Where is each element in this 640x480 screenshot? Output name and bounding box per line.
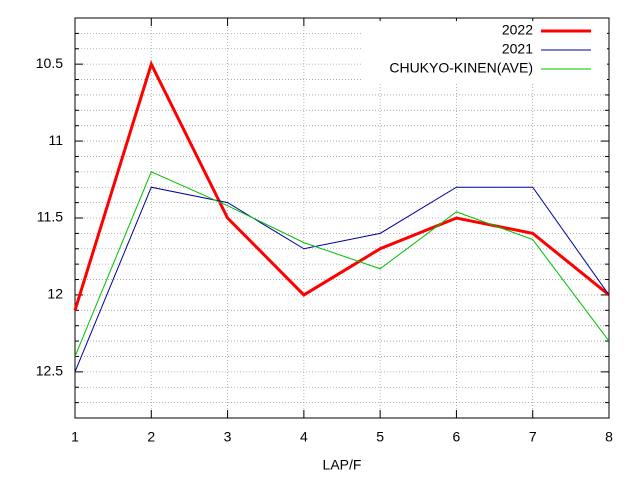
x-tick-label: 3 <box>224 429 232 445</box>
y-tick-label: 12.5 <box>36 363 63 379</box>
y-tick-label: 11.5 <box>37 209 63 225</box>
x-tick-label: 4 <box>300 429 308 445</box>
legend-label: 2022 <box>502 22 533 38</box>
x-tick-label: 8 <box>605 429 613 445</box>
x-tick-label: 1 <box>71 429 79 445</box>
y-tick-label: 10.5 <box>36 55 63 71</box>
x-tick-label: 2 <box>147 429 155 445</box>
x-tick-label: 5 <box>376 429 384 445</box>
series-line <box>74 171 610 357</box>
plot-frame <box>74 17 610 419</box>
x-tick-label: 6 <box>453 429 461 445</box>
series-line <box>73 60 610 311</box>
x-tick-label: 7 <box>529 429 537 445</box>
legend-label: CHUKYO-KINEN(AVE) <box>389 60 533 76</box>
y-tick-label: 12 <box>47 286 63 302</box>
y-tick-label: 11 <box>48 132 63 148</box>
x-axis-label: LAP/F <box>323 457 362 473</box>
series-line <box>74 186 610 373</box>
legend-label: 2021 <box>502 41 533 57</box>
